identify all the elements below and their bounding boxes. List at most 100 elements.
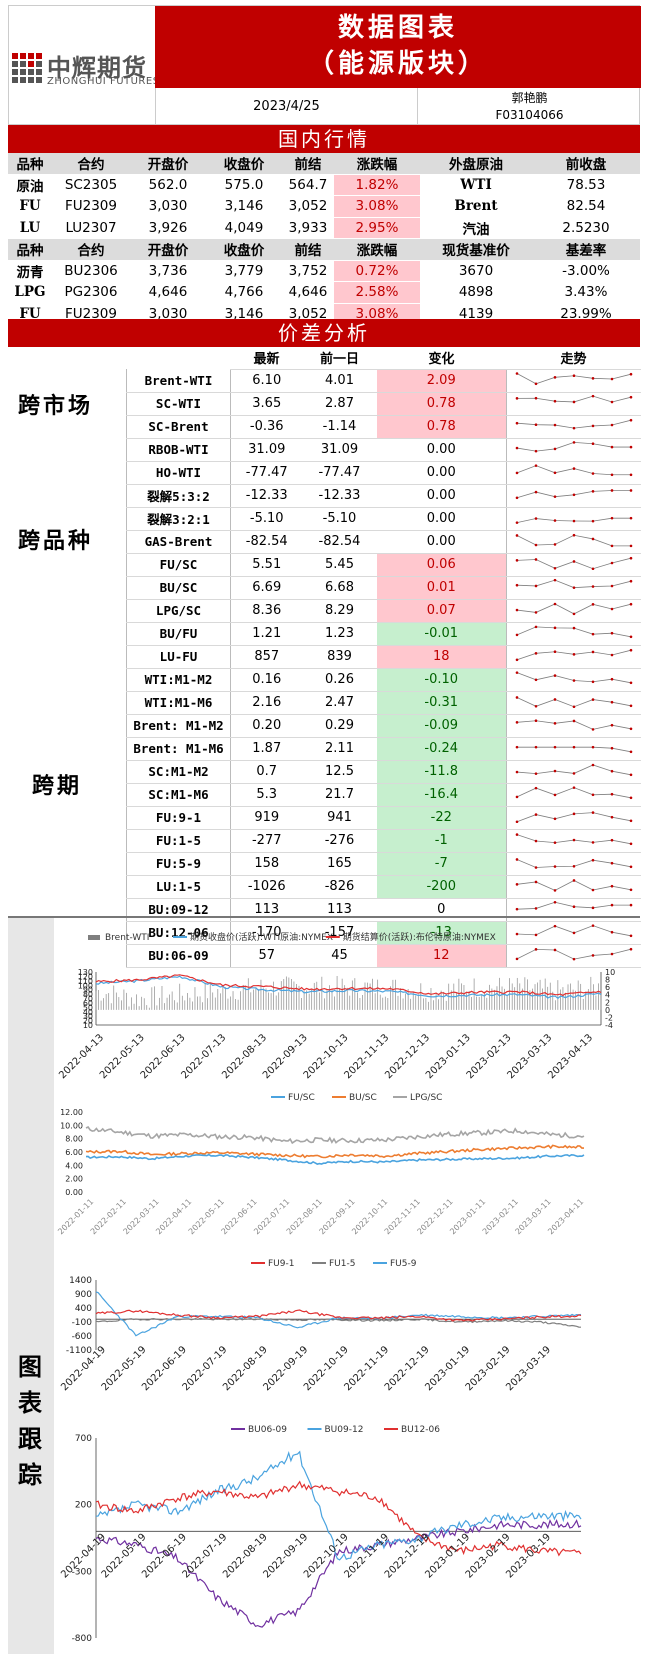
spread-change: -7 bbox=[376, 852, 507, 876]
sparkline-point bbox=[572, 533, 576, 537]
sparkline-point bbox=[515, 670, 519, 674]
spread-sparkline bbox=[506, 944, 641, 968]
domestic-cell: 4,049 bbox=[206, 217, 282, 239]
spread-row: 裂解3:2:1 -5.10 -5.10 0.00 bbox=[126, 507, 641, 531]
sparkline-point bbox=[534, 651, 538, 655]
spread-name: 裂解3:2:1 bbox=[126, 507, 231, 531]
tracking-label-2: 表 bbox=[18, 1388, 45, 1417]
domestic-header-cell: 合约 bbox=[52, 153, 130, 175]
spread-name: SC:M1-M2 bbox=[126, 760, 231, 784]
sparkline-point bbox=[610, 377, 614, 380]
spread-latest: 3.65 bbox=[230, 392, 303, 416]
sparkline-point bbox=[572, 705, 576, 708]
spread-table: 最新 前一日 变化 走势 Brent-WTI 6.10 4.01 2.09 SC-WTI… bbox=[126, 347, 641, 968]
sparkline-point bbox=[629, 727, 633, 730]
spread-sparkline bbox=[506, 438, 641, 462]
sparkline-point bbox=[572, 493, 576, 496]
y-tick-label: 130 bbox=[78, 968, 93, 977]
sparkline-point bbox=[610, 884, 614, 888]
sparkline-point bbox=[610, 445, 614, 448]
sparkline-point bbox=[553, 494, 557, 498]
sparkline-point bbox=[534, 463, 538, 467]
sparkline-chart bbox=[515, 695, 633, 708]
y-tick-label: 40 bbox=[83, 1008, 93, 1017]
domestic-header-cell: 基差率 bbox=[532, 238, 640, 261]
spread-row: FU:9-1 919 941 -22 bbox=[126, 806, 641, 830]
sparkline-point bbox=[515, 695, 519, 699]
chart-bu-calendar: BU06-09 BU09-12 BU12-06700200-300-8002022-… bbox=[59, 1425, 582, 1644]
spread-change: -0.31 bbox=[376, 691, 507, 715]
spread-change: 0.06 bbox=[376, 553, 507, 577]
sparkline-point bbox=[610, 561, 614, 564]
logo-en: ZHONGHUI FUTURES bbox=[47, 76, 160, 87]
y-tick-label: 200 bbox=[75, 1501, 92, 1511]
sparkline-point bbox=[591, 763, 595, 766]
sparkline-point bbox=[553, 423, 557, 426]
spread-sparkline bbox=[506, 645, 641, 669]
spread-latest: 857 bbox=[230, 645, 303, 669]
spread-name: SC:M1-M6 bbox=[126, 783, 231, 807]
logo: 中辉期货 ZHONGHUI FUTURES bbox=[9, 6, 164, 126]
chart-fu-bu-lpg-sc: FU/SC BU/SC LPG/SC 12.00 10.00 8.00 6.00 4.00 2.… bbox=[56, 1093, 585, 1236]
domestic-cell: 78.53 bbox=[532, 174, 640, 196]
y-tick-label: 20 bbox=[83, 1017, 93, 1026]
domestic-cell: 4,646 bbox=[130, 281, 206, 304]
domestic-cell: 3,736 bbox=[130, 260, 206, 282]
domestic-cell: 沥青 bbox=[8, 260, 52, 282]
spread-name: Brent: M1-M2 bbox=[126, 714, 231, 738]
domestic-cell: 3670 bbox=[420, 260, 532, 282]
bu09-12-line bbox=[95, 1450, 582, 1561]
sparkline-point bbox=[591, 745, 595, 749]
spread-name: WTI:M1-M2 bbox=[126, 668, 231, 692]
y-tick-label: 80 bbox=[83, 990, 93, 999]
sparkline-point bbox=[629, 865, 633, 868]
domestic-header-cell: 收盘价 bbox=[206, 238, 282, 261]
sparkline-point bbox=[534, 625, 538, 628]
sparkline-point bbox=[515, 745, 519, 749]
spread-name: RBOB-WTI bbox=[126, 438, 231, 462]
spread-header-prev: 前一日 bbox=[302, 347, 377, 370]
sparkline-point bbox=[572, 559, 576, 563]
spread-prev: 8.29 bbox=[302, 599, 377, 623]
spread-row: LU-FU 857 839 18 bbox=[126, 645, 641, 669]
header: 中辉期货 ZHONGHUI FUTURES 数据图表 （能源版块） 2023/4… bbox=[8, 5, 641, 126]
spread-change: -11.8 bbox=[376, 760, 507, 784]
sparkline-point bbox=[629, 934, 633, 937]
sparkline-point bbox=[572, 719, 576, 722]
sparkline-chart bbox=[515, 670, 633, 684]
spread-prev: 0.26 bbox=[302, 668, 377, 692]
sparkline-point bbox=[553, 888, 557, 892]
sparkline-chart bbox=[515, 440, 633, 453]
sparkline-point bbox=[572, 864, 576, 868]
tracking-label-1: 图 bbox=[18, 1352, 45, 1381]
domestic-cell: 3,779 bbox=[206, 260, 282, 282]
sparkline-point bbox=[591, 471, 595, 475]
spread-change: -0.24 bbox=[376, 737, 507, 761]
spread-sparkline bbox=[506, 622, 641, 646]
domestic-header-cell: 开盘价 bbox=[130, 238, 206, 261]
sparkline-chart bbox=[515, 625, 633, 638]
y-tick-label: 4 bbox=[605, 991, 610, 1000]
sparkline-point bbox=[629, 372, 633, 376]
spread-prev: -82.54 bbox=[302, 530, 377, 554]
spread-prev: 941 bbox=[302, 806, 377, 830]
sparkline-point bbox=[572, 400, 576, 403]
sparkline-chart bbox=[515, 556, 633, 570]
sparkline-point bbox=[610, 607, 614, 610]
sparkline-point bbox=[553, 650, 557, 653]
sparkline-point bbox=[629, 488, 633, 492]
license-number: F03104066 bbox=[495, 108, 564, 122]
logo-cn: 中辉期货 bbox=[47, 54, 147, 82]
sparkline-line bbox=[516, 696, 631, 707]
spread-latest: 1.21 bbox=[230, 622, 303, 646]
sparkline-point bbox=[515, 371, 519, 375]
sparkline-point bbox=[515, 446, 519, 449]
sparkline-point bbox=[553, 518, 557, 522]
domestic-header-row: 品种 合约 开盘价 收盘价 前结 涨跌幅 现货基准价 基差率 bbox=[8, 238, 640, 261]
domestic-cell: 2.95% bbox=[334, 217, 420, 239]
sparkline-point bbox=[610, 488, 614, 492]
spread-sparkline bbox=[506, 691, 641, 715]
sparkline-chart bbox=[515, 857, 633, 869]
spread-prev: -12.33 bbox=[302, 484, 377, 508]
y-tick-label: 2 bbox=[605, 998, 610, 1007]
